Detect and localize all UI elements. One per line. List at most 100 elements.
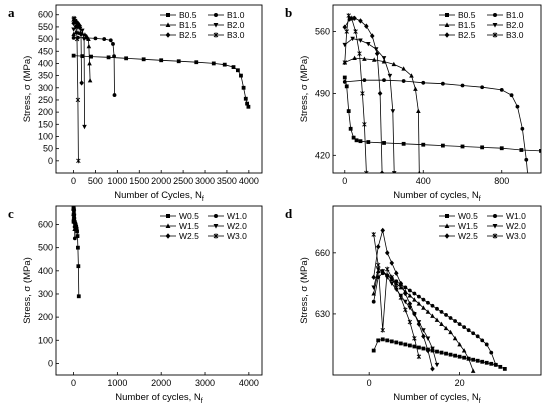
- x-tick-label: 2000: [151, 378, 171, 388]
- x-tick-label: 4000: [239, 176, 259, 186]
- data-point-B0.5: [480, 145, 485, 150]
- data-point-W1.5: [416, 301, 422, 306]
- data-point-W2.5: [412, 311, 417, 317]
- data-point-B1.0: [401, 79, 406, 83]
- data-point-W0.5: [417, 345, 421, 350]
- data-point-B0.5: [344, 84, 349, 89]
- legend-entry: W1.5: [179, 221, 199, 231]
- x-axis-label: Number of Cycles, Nf: [114, 190, 204, 203]
- data-point-B3.0: [349, 15, 354, 21]
- data-point-W1.5: [72, 226, 77, 232]
- data-point-W0.5: [398, 341, 403, 346]
- data-point-B2.5: [342, 24, 348, 30]
- data-point-W0.5: [480, 359, 485, 364]
- data-point-B1.0: [524, 157, 529, 162]
- data-point-W3.0: [71, 209, 76, 215]
- x-tick-label: 0: [367, 378, 372, 388]
- data-point-B0.5: [460, 144, 465, 149]
- data-point-W1.0: [453, 319, 457, 323]
- data-point-B0.5: [421, 142, 426, 147]
- data-point-W2.0: [430, 346, 435, 352]
- y-tick-label: 550: [38, 22, 53, 32]
- data-point-W2.5: [394, 270, 399, 276]
- data-point-W0.5: [453, 353, 457, 358]
- y-tick-label: 500: [38, 34, 53, 44]
- data-point-B1.0: [527, 189, 531, 193]
- data-point-B0.5: [141, 57, 146, 62]
- series-line-B0.5: [344, 77, 541, 152]
- data-point-W3.0: [407, 319, 413, 325]
- data-point-B0.5: [71, 53, 76, 58]
- data-point-W0.5: [75, 229, 79, 234]
- data-point-W2.5: [421, 333, 426, 339]
- data-point-W0.5: [407, 343, 412, 348]
- data-point-W1.5: [448, 329, 453, 335]
- data-point-W1.0: [430, 303, 435, 308]
- chart-panel-a: 0 500 1000 1500 2000 2500 3000 3500 4000 0 50 100 15…: [8, 4, 263, 203]
- data-point-B3.0: [364, 170, 369, 173]
- data-point-B0.5: [539, 148, 541, 153]
- data-point-W2.5: [407, 301, 413, 307]
- legend-entry: W2.0: [506, 221, 526, 231]
- data-point-B1.0: [515, 104, 520, 109]
- data-point-B2.5: [358, 18, 363, 24]
- data-point-B2.0: [80, 28, 85, 34]
- data-point-B0.5: [241, 85, 246, 90]
- y-tick-label: 350: [38, 71, 53, 81]
- data-point-B2.0: [366, 42, 371, 47]
- data-point-W1.5: [452, 335, 458, 341]
- data-point-W1.5: [439, 321, 444, 326]
- legend-entry: W3.0: [227, 231, 247, 241]
- data-point-B3.0: [357, 51, 362, 57]
- data-point-B2.5: [77, 23, 82, 29]
- x-tick-label: 400: [416, 176, 431, 186]
- data-point-B0.5: [366, 140, 371, 144]
- panel-label: d: [285, 206, 293, 221]
- data-point-W2.5: [416, 321, 422, 327]
- data-point-W3.0: [371, 232, 376, 237]
- data-point-B1.0: [342, 80, 347, 84]
- data-point-B2.0: [71, 27, 76, 32]
- data-point-W0.5: [498, 364, 503, 369]
- y-tick-label: 490: [315, 88, 330, 98]
- data-point-W3.0: [385, 266, 390, 272]
- data-point-W1.5: [412, 297, 417, 302]
- x-tick-label: 500: [88, 176, 103, 186]
- data-point-B1.5: [409, 73, 414, 78]
- data-point-W2.0: [380, 269, 386, 274]
- legend-marker: [214, 13, 218, 17]
- data-point-W1.0: [475, 334, 480, 339]
- data-point-W2.5: [430, 366, 435, 372]
- data-point-B1.0: [499, 87, 504, 92]
- data-point-B2.0: [391, 171, 397, 173]
- legend-entry: W2.5: [179, 231, 199, 241]
- data-point-B2.5: [78, 31, 84, 37]
- legend-marker: [492, 224, 498, 229]
- legend-marker: [213, 224, 219, 229]
- data-point-W0.5: [75, 234, 80, 238]
- data-point-W3.0: [375, 262, 381, 268]
- data-point-B2.0: [81, 37, 87, 42]
- y-tick-label: 100: [38, 131, 53, 141]
- legend-entry: B2.5: [458, 30, 476, 40]
- data-point-W0.5: [76, 245, 80, 250]
- data-point-W1.5: [466, 356, 471, 361]
- data-point-W0.5: [385, 338, 390, 343]
- data-point-B1.0: [382, 78, 386, 83]
- legend-entry: B1.0: [506, 10, 524, 20]
- data-point-B1.5: [413, 86, 418, 91]
- plot-frame: [55, 205, 263, 376]
- plot-frame: [332, 4, 542, 174]
- data-point-B0.5: [348, 126, 353, 131]
- data-point-W0.5: [444, 351, 448, 356]
- legend-entry: B1.5: [179, 20, 197, 30]
- data-point-B2.0: [358, 38, 363, 43]
- series-line-B0.5: [73, 55, 249, 107]
- data-point-W1.0: [439, 309, 444, 314]
- y-tick-label: 420: [315, 150, 330, 160]
- legend: B0.5 B1.0 B1.5 B2.0 B2.5 B3.0: [439, 10, 524, 40]
- x-tick-label: 1000: [107, 176, 127, 186]
- data-point-W2.5: [389, 260, 395, 266]
- panel-label: a: [8, 5, 15, 20]
